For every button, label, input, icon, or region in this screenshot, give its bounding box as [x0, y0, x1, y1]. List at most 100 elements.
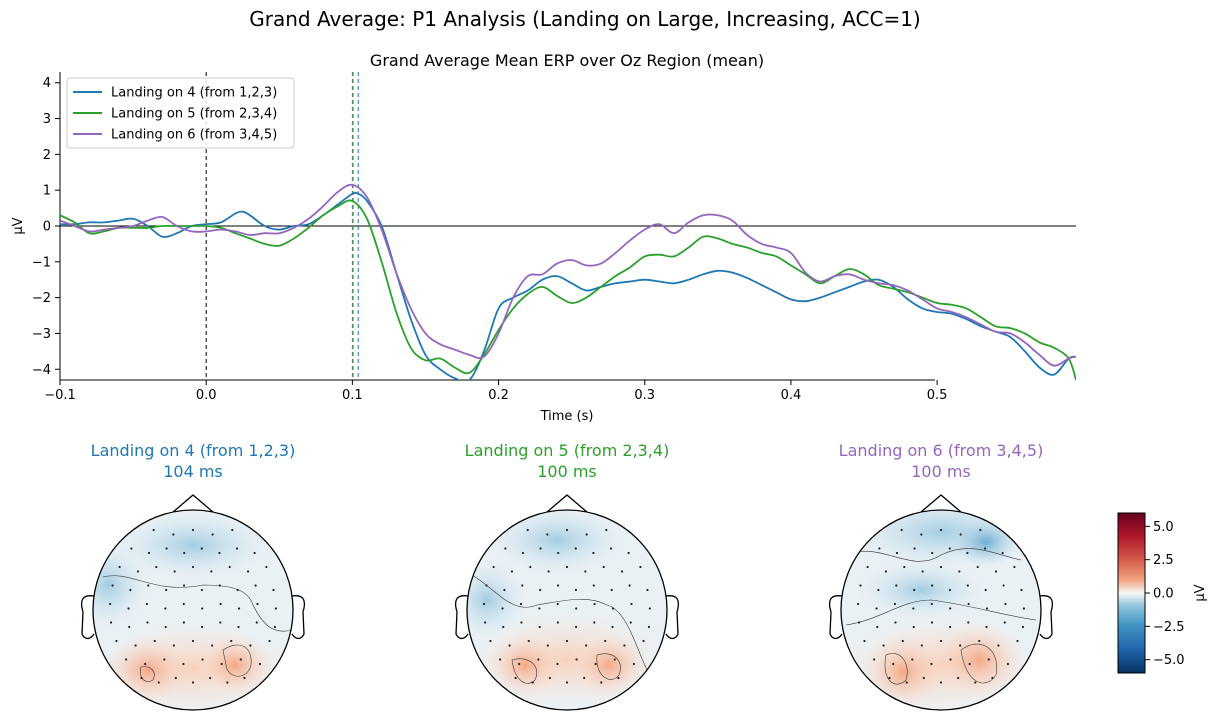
sensor-dot	[173, 570, 176, 573]
sensor-dot	[628, 584, 631, 587]
sensor-dot	[893, 602, 897, 606]
sensor-dot	[147, 551, 151, 555]
x-tick-label: 0.0	[196, 388, 217, 403]
series-line-5	[60, 199, 1076, 380]
sensor-dot	[172, 644, 175, 647]
sensor-dot	[246, 570, 250, 573]
y-axis-ticks: −4 −3 −2 −1 0 1 2 3 4	[32, 76, 60, 378]
sensor-dot	[519, 602, 523, 606]
head-outline	[840, 509, 1042, 711]
sensor-dot	[1013, 565, 1016, 569]
sensor-dot	[483, 602, 486, 606]
x-tick-label: −0.1	[44, 388, 76, 403]
sensor-dot	[611, 625, 614, 629]
topomap-head-4	[80, 494, 306, 711]
sensor-dot	[538, 625, 541, 629]
sensor-dot	[627, 551, 630, 555]
sensor-dot	[600, 681, 603, 684]
sensor-dot	[147, 584, 150, 587]
sensor-dot	[211, 644, 214, 647]
sensor-dot	[574, 588, 578, 592]
sensor-dot	[642, 639, 645, 643]
topomap-head-5	[454, 494, 680, 711]
sensor-dot	[1002, 584, 1005, 587]
sensor-dot	[905, 681, 908, 684]
legend-label-4: Landing on 4 (from 1,2,3)	[111, 86, 277, 101]
sensor-dot	[518, 662, 521, 666]
sensor-dot	[136, 570, 140, 573]
sensor-dot	[191, 681, 195, 684]
sensor-dot	[514, 676, 517, 680]
sensor-dot	[912, 607, 915, 610]
field-blob	[934, 622, 1024, 698]
x-axis-ticks: −0.1 0.0 0.1 0.2 0.3 0.4 0.5	[44, 380, 947, 403]
sensor-dot	[966, 551, 969, 555]
right-ear-icon	[291, 595, 306, 640]
sensor-dot	[913, 547, 916, 550]
y-tick-label: 3	[43, 112, 51, 127]
sensor-dot	[556, 662, 559, 666]
right-ear-icon	[665, 595, 680, 640]
sensor-dot	[153, 639, 156, 643]
contour-line	[140, 666, 155, 682]
nose-icon	[920, 494, 962, 513]
sensor-dot	[201, 658, 204, 661]
x-tick-label: 0.1	[342, 388, 363, 403]
sensor-dot	[503, 588, 506, 592]
sensor-dot	[647, 625, 651, 629]
sensor-dot	[219, 602, 222, 606]
topomap-latency-4: 104 ms	[163, 462, 223, 481]
sensor-dot	[1006, 662, 1010, 666]
field-blob	[113, 510, 273, 580]
sensor-dot	[592, 551, 595, 555]
sensor-dot	[191, 528, 195, 532]
sensor-dot	[157, 681, 160, 684]
sensor-dot	[623, 644, 626, 647]
field-blob	[861, 634, 945, 710]
sensor-dot	[172, 533, 175, 536]
colorbar-tick-label: −2.5	[1153, 620, 1185, 635]
legend: Landing on 4 (from 1,2,3) Landing on 5 (…	[66, 77, 295, 149]
sensor-dot	[140, 676, 143, 680]
sensor-dot	[1004, 602, 1007, 606]
head-outline	[466, 509, 668, 711]
sensor-dot	[921, 570, 924, 573]
sensor-dot	[546, 533, 549, 536]
field-blob	[467, 560, 527, 640]
sensor-dot	[526, 528, 529, 532]
sensor-dot	[997, 644, 1000, 647]
sensor-dot	[922, 676, 925, 680]
sensor-dot	[508, 644, 511, 647]
left-ear-icon	[80, 595, 95, 640]
sensor-dot	[894, 621, 897, 624]
sensor-dot	[145, 602, 149, 606]
sensor-dot	[585, 533, 588, 536]
colorbar: 5.0 2.5 0.0 −2.5 −5.0 µV	[1117, 512, 1208, 674]
sensor-dot	[987, 658, 990, 661]
sensor-dot	[939, 528, 943, 532]
sensor-dot	[492, 565, 495, 569]
sensor-dot	[243, 676, 246, 680]
figure-title: Grand Average: P1 Analysis (Landing on L…	[249, 7, 920, 31]
sensor-dot	[235, 547, 239, 550]
sensor-dot	[115, 639, 118, 643]
topomap-title-6: Landing on 6 (from 3,4,5)	[839, 441, 1044, 460]
colorbar-tick-label: −5.0	[1153, 653, 1185, 668]
sensor-dot	[230, 639, 233, 643]
sensor-dot	[994, 570, 998, 573]
sensor-dot	[182, 584, 186, 587]
sensor-dot	[109, 621, 113, 624]
sensor-dot	[249, 644, 252, 647]
sensor-dot	[502, 625, 505, 629]
sensor-dot	[164, 607, 167, 610]
field-blob	[103, 635, 193, 705]
field-blob	[195, 633, 275, 697]
sensor-dot	[991, 676, 994, 680]
sensor-dot	[857, 602, 860, 606]
sensor-dot	[529, 565, 532, 569]
sensor-dot	[134, 644, 137, 647]
sensor-dot	[639, 565, 642, 569]
sensor-dot	[183, 551, 186, 555]
colorbar-gradient	[1117, 512, 1146, 674]
y-tick-label: −1	[32, 255, 51, 270]
